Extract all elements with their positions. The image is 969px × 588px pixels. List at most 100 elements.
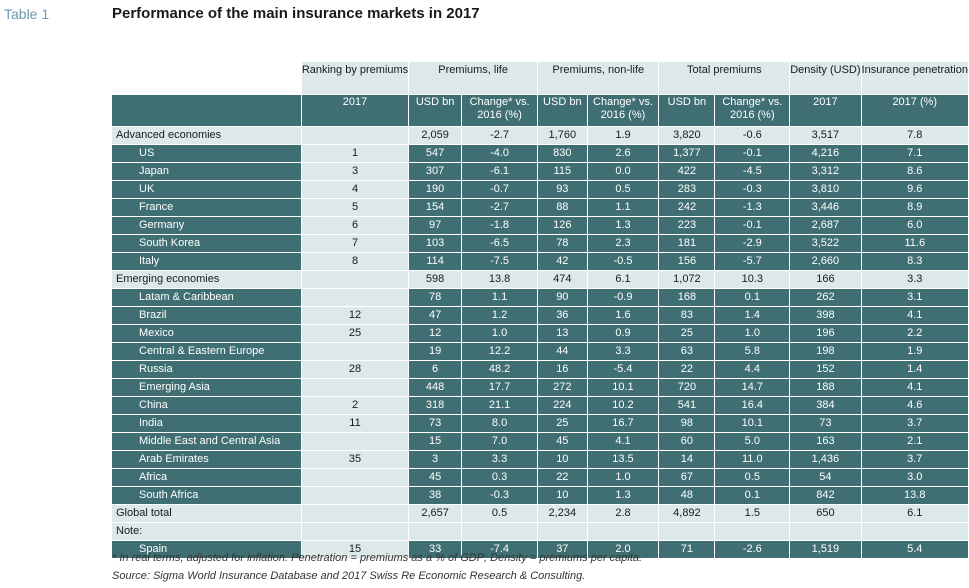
- table-cell: 10.1: [587, 378, 660, 397]
- table-cell: 126: [537, 216, 588, 235]
- table-cell: 0.1: [714, 288, 791, 307]
- table-cell: 3,312: [789, 162, 862, 181]
- table-cell: -2.7: [461, 198, 539, 217]
- subheader-nonlife-usd: USD bn: [537, 94, 588, 127]
- table-row: France 5 154 -2.7 88 1.1 242 -1.3 3,446 8.9: [112, 198, 969, 217]
- table-cell: 45: [408, 468, 462, 487]
- table-cell: 15: [408, 432, 462, 451]
- table-cell: 166: [789, 270, 862, 289]
- table-cell: 2,660: [789, 252, 862, 271]
- table-cell: 4.1: [587, 432, 660, 451]
- table-cell: 13.8: [461, 270, 539, 289]
- table-cell: 16.7: [587, 414, 660, 433]
- table-cell: 13: [537, 324, 588, 343]
- table-cell: 3: [301, 162, 410, 181]
- table-cell: 8.9: [861, 198, 969, 217]
- subheader-ranking-year: 2017: [301, 94, 410, 127]
- table-cell: 37: [537, 540, 588, 559]
- footnote: * In real terms, adjusted for inflation.…: [112, 552, 643, 564]
- table-cell: 10.2: [587, 396, 660, 415]
- row-label: Emerging economies: [112, 270, 302, 289]
- table-cell: 12: [408, 324, 462, 343]
- table-cell: 98: [658, 414, 716, 433]
- table-cell: [301, 378, 410, 397]
- table-cell: 3,522: [789, 234, 862, 253]
- table-cell: 14: [658, 450, 716, 469]
- header-total-premiums: Total premiums: [658, 62, 791, 95]
- row-label: Advanced economies: [112, 126, 302, 145]
- table-cell: 25: [658, 324, 716, 343]
- table-cell: -6.1: [461, 162, 539, 181]
- spain-row: Spain 15 33 -7.4 37 2.0 71 -2.6 1,519 5.4: [112, 540, 969, 559]
- row-label: Japan: [112, 162, 302, 181]
- table-row: UK 4 190 -0.7 93 0.5 283 -0.3 3,810 9.6: [112, 180, 969, 199]
- table-cell: 448: [408, 378, 462, 397]
- table-cell: 541: [658, 396, 716, 415]
- table-cell: 224: [537, 396, 588, 415]
- table-row: Germany 6 97 -1.8 126 1.3 223 -0.1 2,687 6.0: [112, 216, 969, 235]
- table-cell: -0.6: [714, 126, 791, 145]
- table-cell: 7.8: [861, 126, 969, 145]
- table-cell: 13.8: [861, 486, 969, 505]
- table-cell: 45: [537, 432, 588, 451]
- note-cell: [789, 522, 862, 541]
- subheader-life-usd: USD bn: [408, 94, 462, 127]
- header-penetration: Insurance penetration: [861, 62, 969, 95]
- table-cell: 10.3: [714, 270, 791, 289]
- table-cell: 6.1: [587, 270, 660, 289]
- table-cell: 7.1: [861, 144, 969, 163]
- table-cell: 4.1: [861, 378, 969, 397]
- subheader-total-usd: USD bn: [658, 94, 716, 127]
- table-cell: 22: [658, 360, 716, 379]
- table-cell: 2.0: [587, 540, 660, 559]
- group-row: Advanced economies 2,059 -2.7 1,760 1.9 3,820…: [112, 126, 969, 145]
- table-cell: 720: [658, 378, 716, 397]
- table-cell: 6: [408, 360, 462, 379]
- table-cell: 190: [408, 180, 462, 199]
- table-cell: 7.0: [461, 432, 539, 451]
- table-cell: 4.1: [861, 306, 969, 325]
- table-cell: 6.0: [861, 216, 969, 235]
- table-cell: 73: [789, 414, 862, 433]
- table-row: US 1 547 -4.0 830 2.6 1,377 -0.1 4,216 7.1: [112, 144, 969, 163]
- table-cell: 2,059: [408, 126, 462, 145]
- table-cell: 7: [301, 234, 410, 253]
- table-cell: 1.0: [587, 468, 660, 487]
- table-row: South Africa 38 -0.3 10 1.3 48 0.1 842 13.8: [112, 486, 969, 505]
- note-label: Note:: [112, 522, 302, 541]
- table-cell: -0.1: [714, 144, 791, 163]
- table-cell: 25: [537, 414, 588, 433]
- note-row: Note:: [112, 522, 969, 541]
- insurance-markets-table: Ranking by premiums Premiums, life Premi…: [112, 62, 969, 559]
- table-cell: 1.0: [461, 324, 539, 343]
- table-cell: 4: [301, 180, 410, 199]
- table-cell: 1.2: [461, 306, 539, 325]
- table-cell: 181: [658, 234, 716, 253]
- table-cell: 283: [658, 180, 716, 199]
- table-cell: 474: [537, 270, 588, 289]
- row-label: France: [112, 198, 302, 217]
- table-cell: 1.9: [587, 126, 660, 145]
- table-cell: 1.3: [587, 216, 660, 235]
- table-cell: 47: [408, 306, 462, 325]
- table-cell: 38: [408, 486, 462, 505]
- table-cell: 168: [658, 288, 716, 307]
- subheader-penetration-year: 2017 (%): [861, 94, 969, 127]
- table-cell: 1.1: [587, 198, 660, 217]
- source-note: Source: Sigma World Insurance Database a…: [112, 570, 586, 582]
- table-cell: 17.7: [461, 378, 539, 397]
- table-cell: 35: [301, 450, 410, 469]
- table-cell: 11.0: [714, 450, 791, 469]
- group-row: Emerging economies 598 13.8 474 6.1 1,072 10.3…: [112, 270, 969, 289]
- table-cell: 3.1: [861, 288, 969, 307]
- table-cell: 12: [301, 306, 410, 325]
- row-label: US: [112, 144, 302, 163]
- note-cell: [587, 522, 660, 541]
- table-cell: 9.6: [861, 180, 969, 199]
- subheader-nonlife-change: Change* vs. 2016 (%): [587, 94, 660, 127]
- table-cell: 1,072: [658, 270, 716, 289]
- table-cell: 2,687: [789, 216, 862, 235]
- table-cell: 97: [408, 216, 462, 235]
- table-cell: 5.0: [714, 432, 791, 451]
- table-cell: -4.5: [714, 162, 791, 181]
